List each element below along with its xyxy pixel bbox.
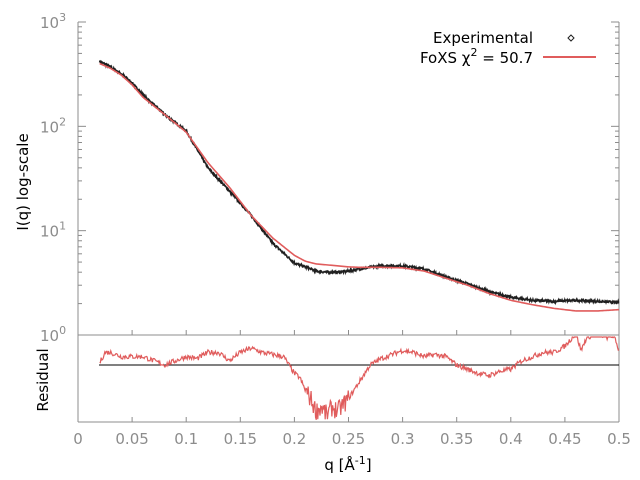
y-tick-base: 10 <box>40 327 59 345</box>
residual-axis-label: Residual <box>34 348 52 411</box>
x-tick-label: 0 <box>73 430 83 448</box>
x-tick-label: 0.4 <box>499 430 523 448</box>
y-tick-base: 10 <box>40 223 59 241</box>
legend-experimental-marker <box>567 34 575 42</box>
x-axis-label-end: ] <box>366 456 372 474</box>
y-tick-label: 101 <box>40 220 66 241</box>
x-axis-label-main: q [Å <box>324 455 355 474</box>
y-axis-label: I(q) log-scale <box>14 133 32 230</box>
legend-fit-label: FoXS χ2 = 50.7 <box>420 46 533 67</box>
x-tick-label: 0.15 <box>224 430 257 448</box>
x-axis-label: q [Å-1] <box>324 454 371 474</box>
series-residual <box>99 336 620 420</box>
x-tick-label: 0.05 <box>115 430 148 448</box>
series-foxs-fit <box>99 62 620 312</box>
x-tick-label: 0.2 <box>282 430 306 448</box>
y-tick-exp: 0 <box>59 324 66 337</box>
x-tick-label: 0.3 <box>391 430 415 448</box>
legend-fit-prefix: FoXS χ <box>420 49 471 67</box>
x-axis-label-sup: -1 <box>355 454 366 467</box>
y-tick-label: 103 <box>40 11 66 32</box>
y-tick-base: 10 <box>40 14 59 32</box>
legend: Experimental FoXS χ2 = 50.7 <box>420 29 596 67</box>
y-tick-exp: 1 <box>59 220 66 233</box>
x-tick-label: 0.45 <box>548 430 581 448</box>
y-tick-exp: 3 <box>59 11 66 24</box>
legend-fit-suffix: = 50.7 <box>477 49 533 67</box>
x-tick-label: 0.35 <box>440 430 473 448</box>
y-tick-label: 102 <box>40 115 66 136</box>
series-experimental <box>98 59 620 306</box>
x-tick-label: 0.5 <box>607 430 631 448</box>
y-tick-label: 100 <box>40 324 66 345</box>
y-tick-base: 10 <box>40 118 59 136</box>
y-tick-exp: 2 <box>59 115 66 128</box>
legend-experimental-label: Experimental <box>433 29 533 47</box>
x-tick-label: 0.25 <box>332 430 365 448</box>
x-tick-label: 0.1 <box>174 430 198 448</box>
legend-fit-sup: 2 <box>470 46 477 59</box>
